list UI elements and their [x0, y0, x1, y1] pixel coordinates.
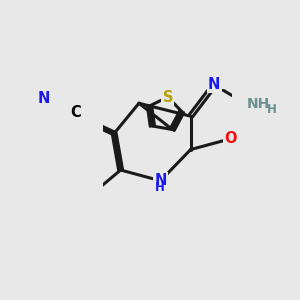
Text: H: H [155, 181, 165, 194]
Text: N: N [208, 77, 220, 92]
Text: N: N [37, 92, 50, 106]
Text: H: H [267, 103, 277, 116]
Text: C: C [70, 105, 81, 120]
Text: O: O [224, 131, 237, 146]
Text: N: N [154, 173, 167, 188]
Text: NH: NH [247, 97, 270, 111]
Text: S: S [163, 90, 173, 105]
